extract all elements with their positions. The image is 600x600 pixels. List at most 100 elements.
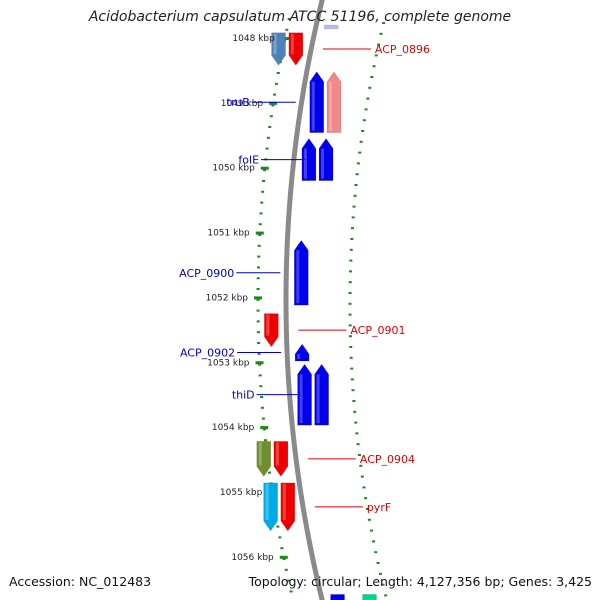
outer-ring-dot (349, 303, 352, 305)
outer-ring-dot (368, 87, 371, 89)
genome-map-view: 1048 kbp 1049 kbp 1050 kbp 1051 kbp 1052 kbp… (0, 0, 600, 600)
gene-label: ACP_0902 (180, 347, 235, 360)
outer-ring-dot (370, 76, 373, 78)
outer-ring-dot (349, 260, 352, 262)
outer-ring-dot (355, 184, 358, 186)
outer-ring-dot (352, 389, 355, 391)
inner-ring-dot (257, 288, 260, 290)
gene-highlight (297, 354, 300, 359)
inner-ring-dot (290, 590, 293, 592)
gene-label: ACP_0904 (360, 453, 415, 466)
inner-ring-dot (270, 115, 273, 117)
inner-ring-dot (259, 212, 262, 214)
gene-highlight (321, 149, 324, 179)
gene-label: thiD (232, 389, 255, 402)
outer-ring-dot (384, 594, 387, 596)
inner-ring-dot (266, 148, 269, 150)
inner-ring-dot (267, 137, 270, 139)
inner-ring-dot (258, 245, 261, 247)
outer-ring-dot (361, 130, 364, 132)
inner-ring-dot (275, 83, 278, 85)
outer-ring-dot (380, 33, 383, 35)
gene-highlight (259, 442, 262, 465)
tick-label: 1051 kbp (207, 229, 250, 239)
gene-highlight (266, 484, 269, 520)
gene-highlight (329, 82, 332, 131)
inner-ring-dot (285, 29, 288, 31)
genome-title: Acidobacterium capsulatum ATCC 51196, co… (0, 9, 600, 25)
gene-label: pyrF (367, 501, 391, 514)
gene-layer (257, 25, 377, 600)
genome-summary-text: Topology: circular; Length: 4,127,356 bp… (249, 574, 592, 589)
inner-ring-dot (259, 223, 262, 225)
outer-ring-dot (361, 476, 364, 478)
inner-ring-dot (268, 126, 271, 128)
outer-ring-dot (365, 108, 368, 110)
outer-ring-dot (356, 173, 359, 175)
outer-ring-dot (363, 119, 366, 121)
tick-label: 1055 kbp (220, 488, 263, 498)
outer-ring-dot (372, 540, 375, 542)
inner-ring-dot (264, 439, 267, 441)
inner-ring-dot (257, 331, 260, 333)
outer-ring-dot (370, 530, 373, 532)
outer-ring-dot (352, 216, 355, 218)
outer-ring-dot (350, 357, 353, 359)
inner-ring-dot (260, 396, 263, 398)
gene-arrow-g-bottom-b (363, 594, 377, 600)
inner-ring-dot (277, 72, 280, 74)
inner-ring-dot (261, 191, 264, 193)
gene-arrow-g-bottom-a (331, 594, 345, 600)
inner-ring-dot (278, 536, 281, 538)
outer-ring-dot (353, 195, 356, 197)
inner-ring-dot (260, 202, 263, 204)
inner-ring-dot (257, 342, 260, 344)
gene-highlight (291, 34, 294, 54)
gene-label: folE (238, 154, 259, 167)
outer-ring-dot (374, 551, 377, 553)
outer-ring-dot (377, 562, 380, 564)
gene-label: ACP_0901 (350, 324, 405, 337)
outer-ring-dot (364, 497, 367, 499)
outer-ring-dot (362, 486, 365, 488)
outer-ring-dot (373, 65, 376, 67)
outer-ring-dot (349, 314, 352, 316)
inner-ring-dot (257, 266, 260, 268)
major-tick (256, 232, 264, 235)
major-tick (261, 167, 269, 170)
outer-ring-dot (360, 141, 363, 143)
outer-ring-dot (350, 249, 353, 251)
inner-ring-dot (276, 526, 279, 528)
outer-ring-dot (357, 443, 360, 445)
inner-ring-dot (285, 569, 288, 571)
gene-highlight (283, 484, 286, 520)
inner-ring-dot (268, 472, 271, 474)
outer-ring-dot (366, 98, 369, 100)
inner-ring-dot (259, 374, 262, 376)
outer-ring-dot (351, 227, 354, 229)
outer-ring-dot (350, 368, 353, 370)
tick-label: 1048 kbp (232, 34, 275, 44)
inner-ring-dot (262, 418, 265, 420)
major-tick (256, 361, 264, 364)
inner-ring-dot (257, 320, 260, 322)
inner-ring-dot (257, 256, 260, 258)
outer-ring-dot (350, 238, 353, 240)
gene-highlight (296, 250, 299, 303)
gene-arrow-g-1047-top (324, 25, 338, 29)
genome-map: 1048 kbp1049 kbp1050 kbp1051 kbp1052 kbp… (0, 0, 600, 600)
outer-ring-dot (353, 206, 356, 208)
inner-ring-dot (257, 310, 260, 312)
major-tick (260, 426, 268, 429)
gene-highlight (276, 442, 279, 465)
tick-label: 1053 kbp (207, 358, 250, 368)
gene-highlight (304, 149, 307, 179)
tick-label: 1052 kbp (206, 293, 249, 303)
outer-ring-dot (368, 519, 371, 521)
outer-ring-dot (349, 281, 352, 283)
gene-highlight (300, 374, 303, 423)
inner-ring-dot (262, 180, 265, 182)
gene-label: ACP_0896 (375, 43, 430, 56)
outer-ring-dot (355, 432, 358, 434)
inner-ring-dot (259, 385, 262, 387)
